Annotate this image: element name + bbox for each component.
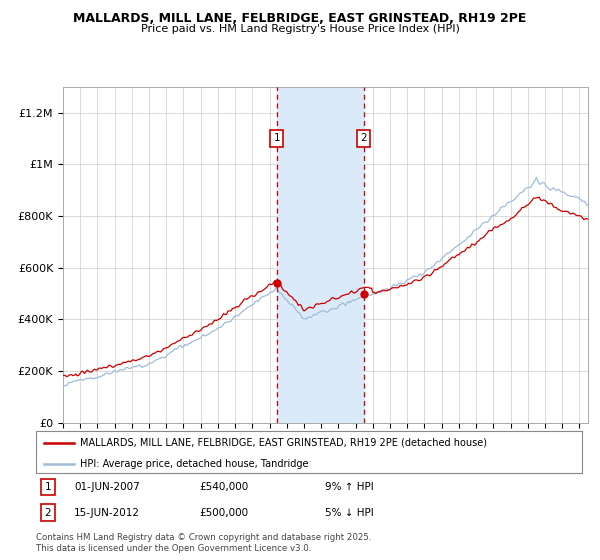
Bar [277, 87, 364, 423]
Text: Contains HM Land Registry data © Crown copyright and database right 2025.
This d: Contains HM Land Registry data © Crown c… [36, 533, 371, 553]
Text: 1: 1 [274, 133, 280, 143]
Text: £500,000: £500,000 [200, 507, 249, 517]
Text: 15-JUN-2012: 15-JUN-2012 [74, 507, 140, 517]
Text: 9% ↑ HPI: 9% ↑ HPI [325, 482, 374, 492]
Text: £540,000: £540,000 [200, 482, 249, 492]
Text: MALLARDS, MILL LANE, FELBRIDGE, EAST GRINSTEAD, RH19 2PE: MALLARDS, MILL LANE, FELBRIDGE, EAST GRI… [73, 12, 527, 25]
FancyBboxPatch shape [36, 431, 582, 473]
Text: 2: 2 [360, 133, 367, 143]
Text: 2: 2 [44, 507, 52, 517]
Text: MALLARDS, MILL LANE, FELBRIDGE, EAST GRINSTEAD, RH19 2PE (detached house): MALLARDS, MILL LANE, FELBRIDGE, EAST GRI… [80, 437, 487, 447]
Text: 1: 1 [44, 482, 52, 492]
Text: HPI: Average price, detached house, Tandridge: HPI: Average price, detached house, Tand… [80, 459, 308, 469]
Text: 5% ↓ HPI: 5% ↓ HPI [325, 507, 374, 517]
Text: 01-JUN-2007: 01-JUN-2007 [74, 482, 140, 492]
Text: Price paid vs. HM Land Registry's House Price Index (HPI): Price paid vs. HM Land Registry's House … [140, 24, 460, 34]
